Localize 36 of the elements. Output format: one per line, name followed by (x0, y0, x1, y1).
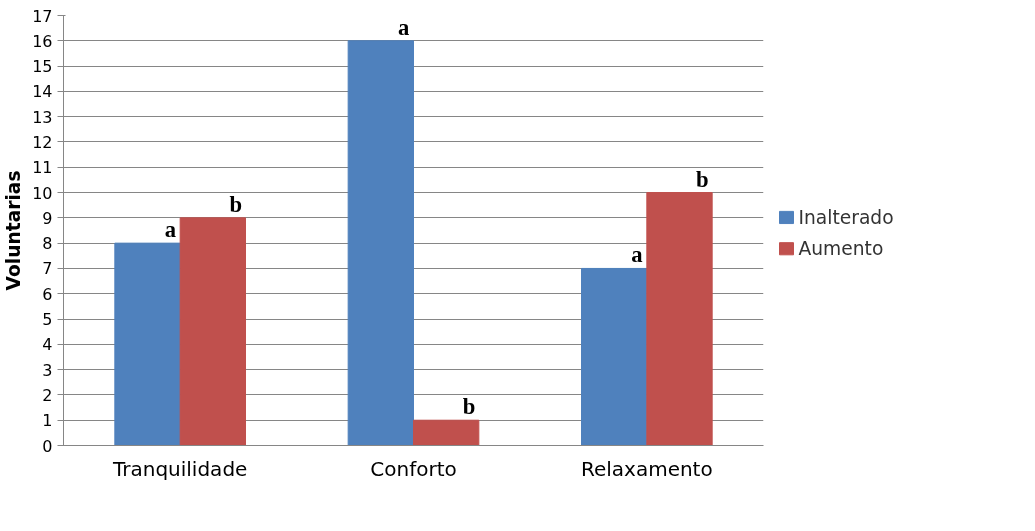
x-tick-label: Relaxamento (580, 456, 713, 481)
bar (114, 242, 181, 446)
x-tick-label: Tranquilidade (111, 456, 248, 481)
y-tick-label: 0 (42, 436, 53, 456)
y-tick-label: 15 (32, 57, 53, 77)
bar (413, 419, 480, 446)
y-tick-label: 2 (42, 385, 53, 405)
y-tick-label: 7 (42, 259, 53, 279)
y-tick-label: 13 (32, 107, 53, 127)
annotation: a (164, 217, 177, 243)
annotation: b (696, 166, 709, 192)
bar (179, 217, 246, 446)
y-tick-label: 1 (42, 411, 53, 431)
bar (581, 267, 648, 446)
annotation: b (229, 191, 243, 217)
y-tick-label: 5 (42, 310, 53, 330)
x-tick-label: Conforto (370, 456, 457, 481)
annotation: b (462, 394, 476, 420)
y-tick-label: 14 (32, 82, 53, 102)
y-tick-label: 9 (42, 208, 53, 228)
y-tick-label: 17 (32, 6, 53, 26)
y-tick-label: 3 (42, 360, 53, 380)
legend-label: Inalterado (798, 206, 894, 228)
bar (646, 192, 713, 446)
y-tick-label: 4 (42, 335, 53, 355)
y-tick-label: 11 (32, 158, 53, 178)
annotation: a (398, 14, 410, 40)
y-tick-label: 8 (42, 234, 53, 254)
y-tick-label: 12 (32, 132, 53, 152)
y-axis-title: Voluntarias (3, 170, 25, 291)
bar (347, 40, 414, 446)
y-tick-label: 16 (32, 31, 53, 51)
y-tick-label: 10 (32, 183, 53, 203)
legend-label: Aumento (798, 238, 884, 260)
annotation: a (631, 242, 643, 268)
y-tick-label: 6 (42, 284, 53, 304)
